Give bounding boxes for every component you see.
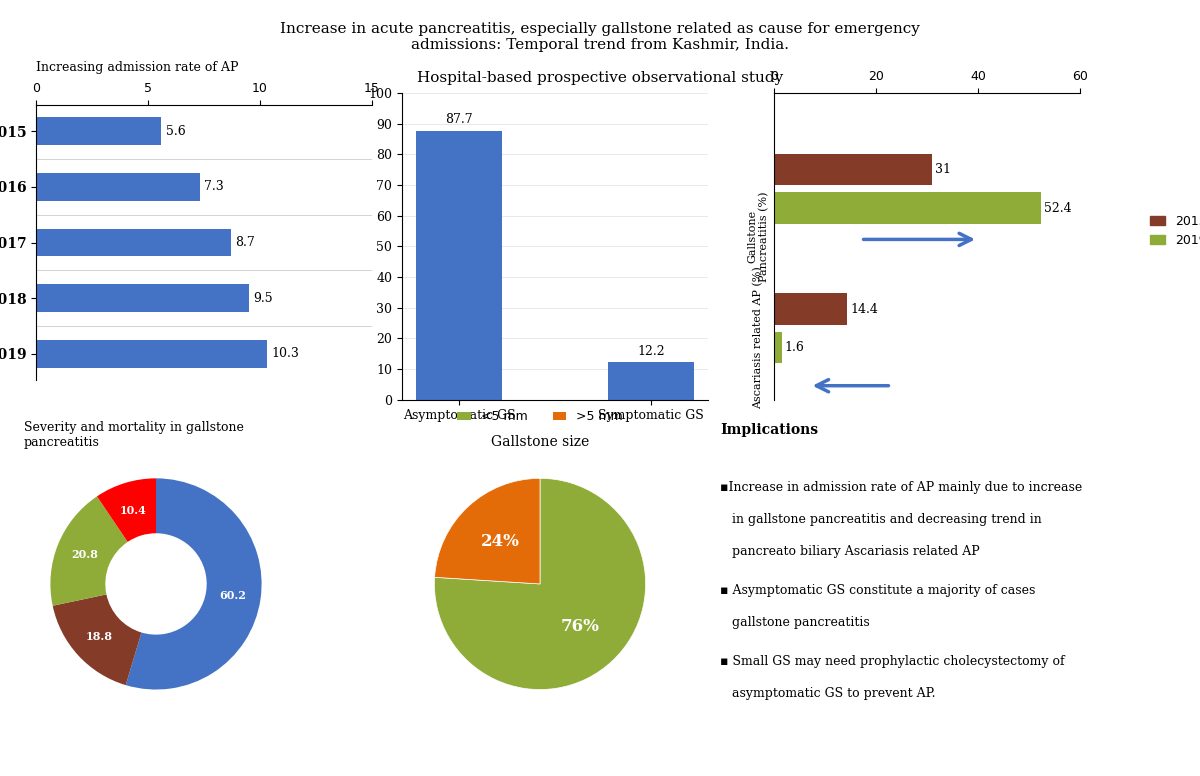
Text: 9.5: 9.5 (253, 292, 272, 305)
Text: 10.3: 10.3 (271, 348, 299, 360)
Text: 52.4: 52.4 (1044, 202, 1072, 215)
Text: Implications: Implications (720, 423, 818, 437)
Bar (416, 131, 503, 400)
Text: Gallstone
Pancreatitis (%): Gallstone Pancreatitis (%) (748, 192, 769, 282)
Bar (774, 331, 782, 363)
Text: 7.3: 7.3 (204, 180, 223, 193)
Wedge shape (53, 594, 142, 685)
Wedge shape (434, 478, 646, 690)
Bar (36, 117, 162, 145)
Text: 31: 31 (935, 163, 950, 176)
Text: 76%: 76% (560, 618, 599, 635)
Text: 5.6: 5.6 (166, 125, 186, 137)
Text: 1.6: 1.6 (785, 341, 804, 354)
Text: Severity and mortality in gallstone
pancreatitis: Severity and mortality in gallstone panc… (24, 421, 244, 449)
Text: 14.4: 14.4 (850, 303, 878, 316)
Legend: <5 mm, >5 mm: <5 mm, >5 mm (452, 405, 628, 428)
Text: 24%: 24% (481, 533, 520, 550)
Text: 8.7: 8.7 (235, 236, 256, 249)
Bar (774, 192, 1042, 223)
Bar (774, 154, 932, 185)
Wedge shape (126, 478, 262, 690)
Text: 20.8: 20.8 (71, 549, 98, 560)
Wedge shape (434, 478, 540, 584)
Text: gallstone pancreatitis: gallstone pancreatitis (720, 616, 870, 629)
Bar (36, 229, 230, 256)
Legend: 2015, 2019: 2015, 2019 (1145, 210, 1200, 252)
Text: in gallstone pancreatitis and decreasing trend in: in gallstone pancreatitis and decreasing… (720, 513, 1042, 526)
Bar (36, 173, 199, 201)
Legend: Mild, Moderate, Severe, Mortality: Mild, Moderate, Severe, Mortality (464, 543, 559, 625)
Text: ▪Increase in admission rate of AP mainly due to increase: ▪Increase in admission rate of AP mainly… (720, 481, 1082, 494)
Text: 18.8: 18.8 (85, 631, 113, 642)
Text: ▪ Small GS may need prophylactic cholecystectomy of: ▪ Small GS may need prophylactic cholecy… (720, 655, 1064, 668)
Text: pancreato biliary Ascariasis related AP: pancreato biliary Ascariasis related AP (720, 546, 979, 558)
Text: Increase in acute pancreatitis, especially gallstone related as cause for emerge: Increase in acute pancreatitis, especial… (280, 22, 920, 52)
Wedge shape (97, 478, 156, 542)
Bar (36, 340, 266, 368)
Bar (36, 284, 248, 312)
Text: 10.4: 10.4 (120, 504, 146, 516)
Text: ▪ Asymptomatic GS constitute a majority of cases: ▪ Asymptomatic GS constitute a majority … (720, 584, 1036, 597)
Title: Gallstone size: Gallstone size (491, 435, 589, 449)
Text: 60.2: 60.2 (218, 590, 246, 601)
Bar (607, 362, 694, 400)
Bar (774, 293, 847, 324)
Text: Increasing admission rate of AP: Increasing admission rate of AP (36, 61, 239, 74)
Text: 12.2: 12.2 (637, 345, 665, 358)
Text: 87.7: 87.7 (445, 113, 473, 126)
Text: Hospital-based prospective observational study: Hospital-based prospective observational… (416, 71, 784, 85)
Text: asymptomatic GS to prevent AP.: asymptomatic GS to prevent AP. (720, 687, 936, 700)
Text: Ascariasis related AP (%): Ascariasis related AP (%) (754, 266, 763, 409)
Wedge shape (50, 497, 127, 606)
